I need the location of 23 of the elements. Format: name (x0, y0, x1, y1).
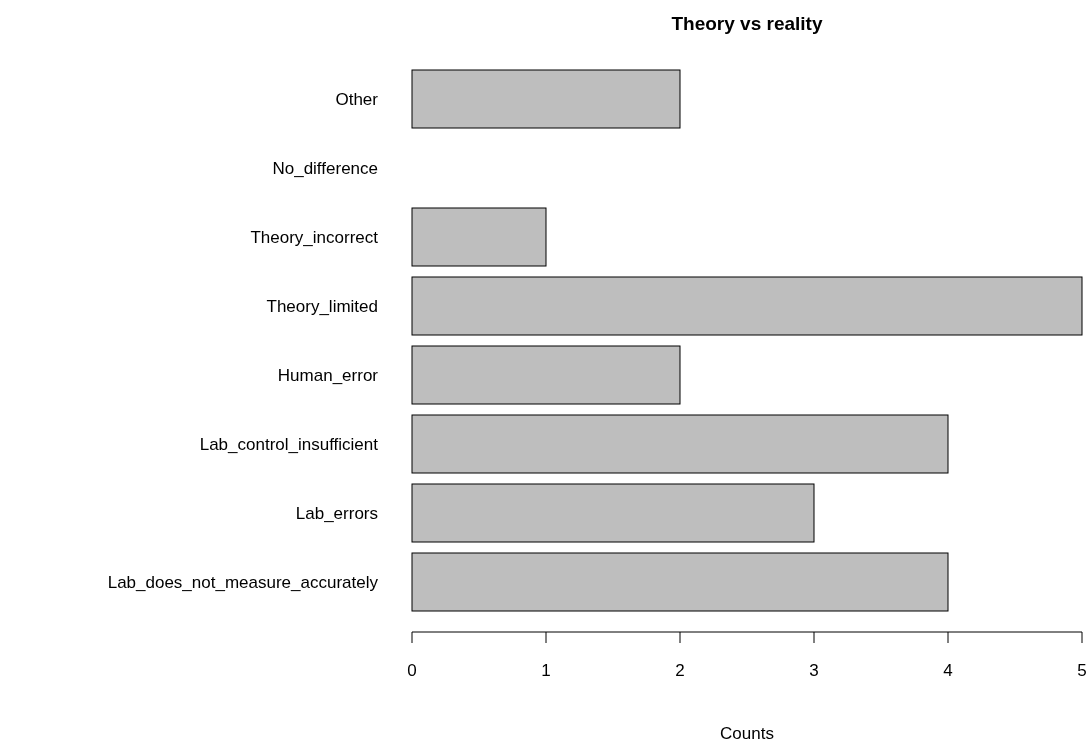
x-axis-title: Counts (720, 724, 774, 742)
bar (411, 552, 949, 612)
x-tick-label: 4 (943, 661, 953, 680)
y-tick-label: Other (335, 89, 379, 109)
y-tick-label: Lab_does_not_measure_accurately (107, 572, 379, 592)
bar (411, 345, 681, 405)
y-tick-label: Theory_limited (266, 296, 378, 316)
y-tick-label: Human_error (277, 365, 379, 385)
y-tick-label: Lab_control_insufficient (199, 434, 379, 454)
x-tick-label: 2 (675, 661, 685, 680)
x-tick-label: 0 (407, 661, 417, 680)
y-tick-label: Lab_errors (295, 503, 378, 523)
bar (411, 207, 547, 267)
bar (411, 69, 681, 129)
x-tick-label: 5 (1077, 661, 1087, 680)
bar (411, 276, 1083, 336)
bar (411, 414, 949, 474)
y-tick-label: No_difference (272, 158, 378, 178)
bar (411, 483, 815, 543)
y-tick-label: Theory_incorrect (250, 227, 379, 247)
x-tick-label: 1 (541, 661, 551, 680)
x-tick-label: 3 (809, 661, 819, 680)
chart-title: Theory vs reality (671, 13, 823, 34)
